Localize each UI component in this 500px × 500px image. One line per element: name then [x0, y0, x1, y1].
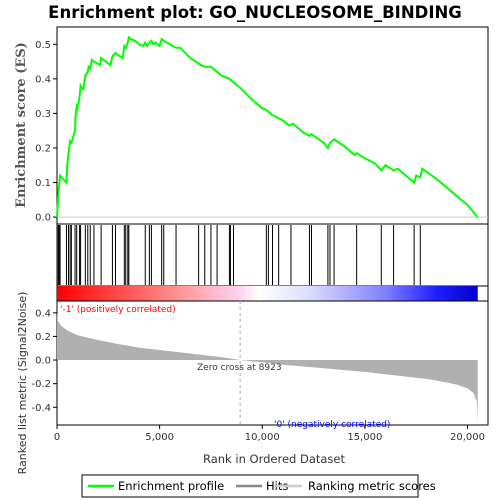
legend: Enrichment profile Hits Ranking metric s… [81, 474, 436, 498]
hit-lines [56, 225, 421, 285]
negative-correlation-label: '0' (negatively correlated) [274, 420, 390, 430]
es-y-tick-label: 0.0 [35, 213, 51, 224]
hits-panel [56, 223, 489, 287]
es-y-tick-label: 0.3 [35, 109, 51, 120]
x-axis-ticks: 0 5,000 10,000 15,000 20,000 [54, 425, 485, 443]
es-y-tick-label: 0.4 [35, 74, 51, 85]
zero-cross-label: Zero cross at 8923 [197, 363, 282, 373]
legend-enrichment-label: Enrichment profile [118, 479, 224, 493]
positive-correlation-label: '-1' (positively correlated) [60, 305, 176, 315]
metric-y-tick-label: -0.4 [31, 403, 51, 414]
es-y-tick-label: 0.1 [35, 178, 51, 189]
ranking-metric-area [57, 312, 478, 422]
metric-y-axis-label: Ranked list metric (Signal2Noise) [16, 292, 29, 475]
metric-y-tick-label: 0.2 [35, 332, 51, 343]
es-y-axis-label: Enrichment score (ES) [14, 42, 29, 208]
x-tick-label: 15,000 [347, 432, 382, 443]
legend-metric-label: Ranking metric scores [308, 479, 436, 493]
x-axis-label: Rank in Ordered Dataset [203, 452, 346, 466]
es-panel-frame [56, 26, 489, 225]
es-y-ticks: 0.0 0.1 0.2 0.3 0.4 0.5 [35, 40, 57, 224]
x-tick-label: 20,000 [450, 432, 485, 443]
x-tick-label: 0 [54, 432, 60, 443]
metric-y-tick-label: 0.0 [35, 356, 51, 367]
metric-y-ticks: 0.4 0.2 0.0 -0.2 -0.4 [31, 308, 57, 414]
es-panel: 0.0 0.1 0.2 0.3 0.4 0.5 Enrichment score (ES) [14, 26, 489, 225]
rank-colorbar-panel [56, 285, 489, 302]
metric-y-tick-label: -0.2 [31, 379, 51, 390]
x-tick-label: 10,000 [245, 432, 280, 443]
x-tick-label: 5,000 [145, 432, 174, 443]
es-y-tick-label: 0.2 [35, 143, 51, 154]
metric-y-tick-label: 0.4 [35, 308, 51, 319]
enrichment-profile-line [56, 35, 479, 218]
rank-colorbar [57, 286, 478, 301]
chart-title: Enrichment plot: GO_NUCLEOSOME_BINDING [48, 3, 462, 22]
es-y-tick-label: 0.5 [35, 40, 51, 51]
metric-panel: 0.4 0.2 0.0 -0.2 -0.4 '-1' (positively corre… [16, 292, 489, 475]
